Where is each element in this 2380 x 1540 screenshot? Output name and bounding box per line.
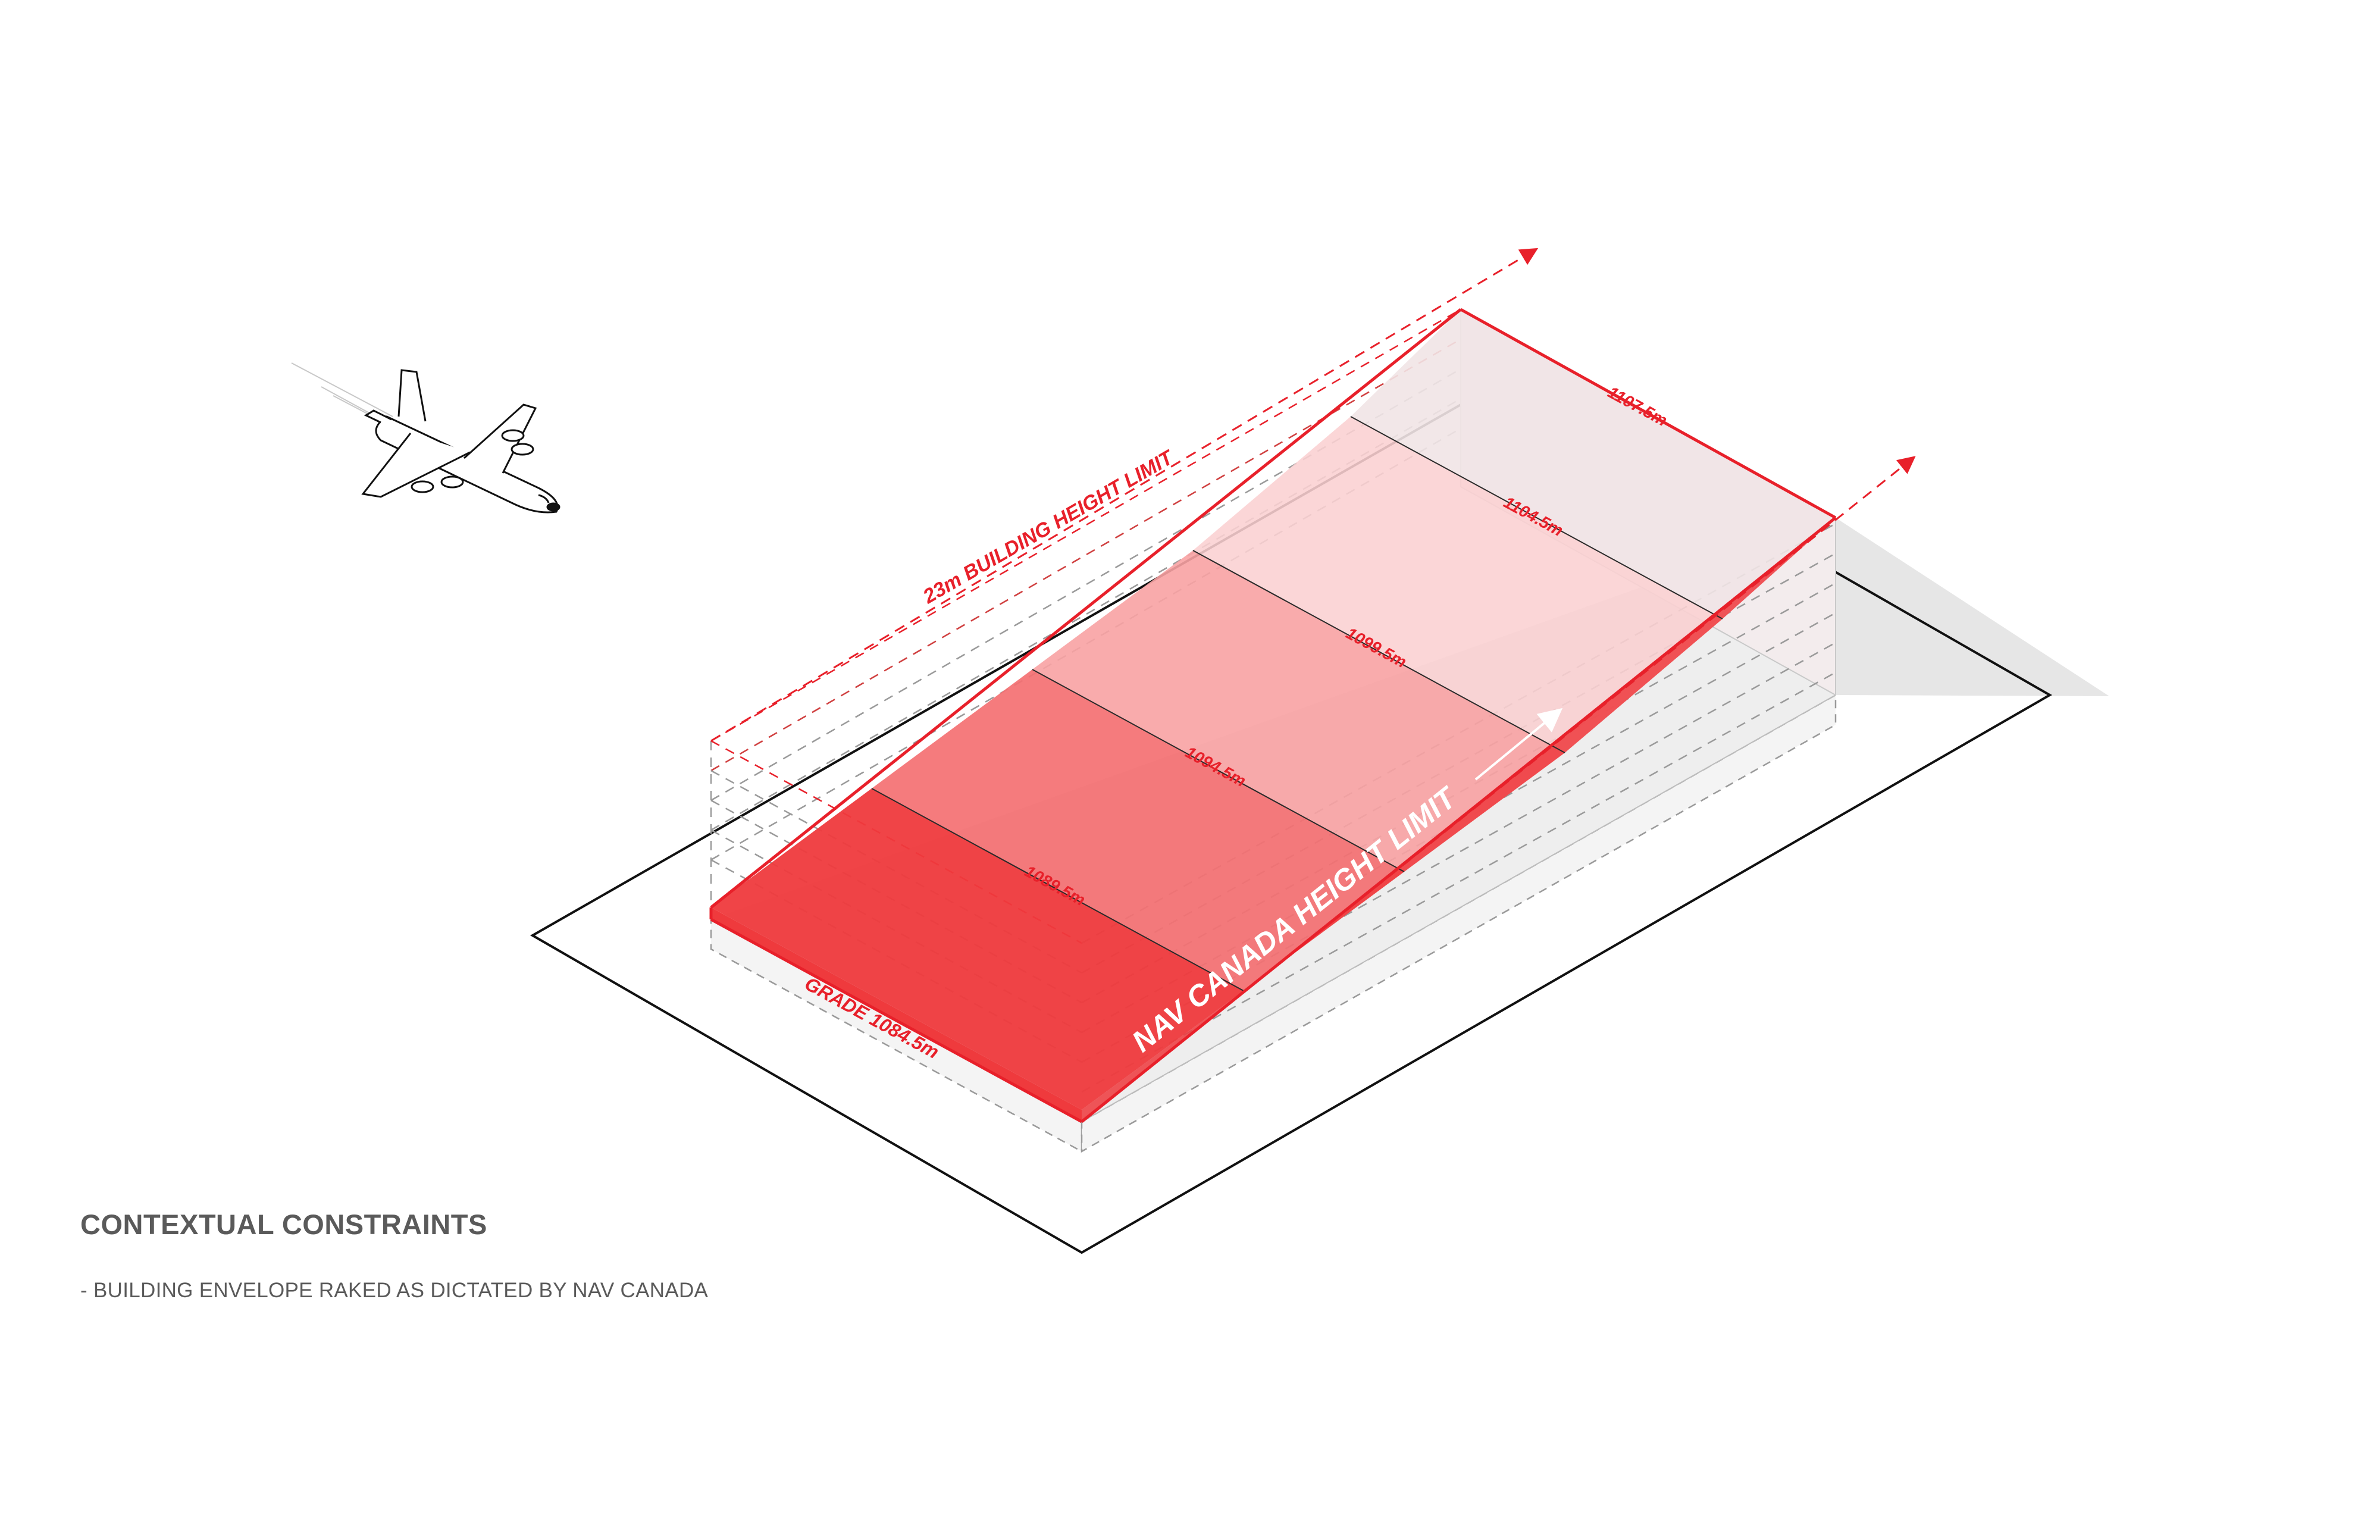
band-3 <box>1032 550 1565 872</box>
envelope-front-face <box>711 907 1082 1122</box>
band-2 <box>872 669 1404 991</box>
airplane-icon <box>291 362 560 514</box>
envelope-top-bands <box>711 309 1836 1110</box>
building-height-limit-label: 23m BUILDING HEIGHT LIMIT <box>919 445 1179 608</box>
base-plinth <box>710 918 1083 1153</box>
caption-subtitle: - BUILDING ENVELOPE RAKED AS DICTATED BY… <box>80 1279 709 1302</box>
band-5 <box>1351 309 1836 619</box>
band-1 <box>711 788 1244 1110</box>
caption: CONTEXTUAL CONSTRAINTS - BUILDING ENVELO… <box>80 1208 708 1303</box>
nav-canada-direction-arrow <box>1474 708 1563 781</box>
band-4 <box>1193 417 1723 753</box>
band-dividers <box>871 416 1723 991</box>
caption-title: CONTEXTUAL CONSTRAINTS <box>80 1209 487 1240</box>
